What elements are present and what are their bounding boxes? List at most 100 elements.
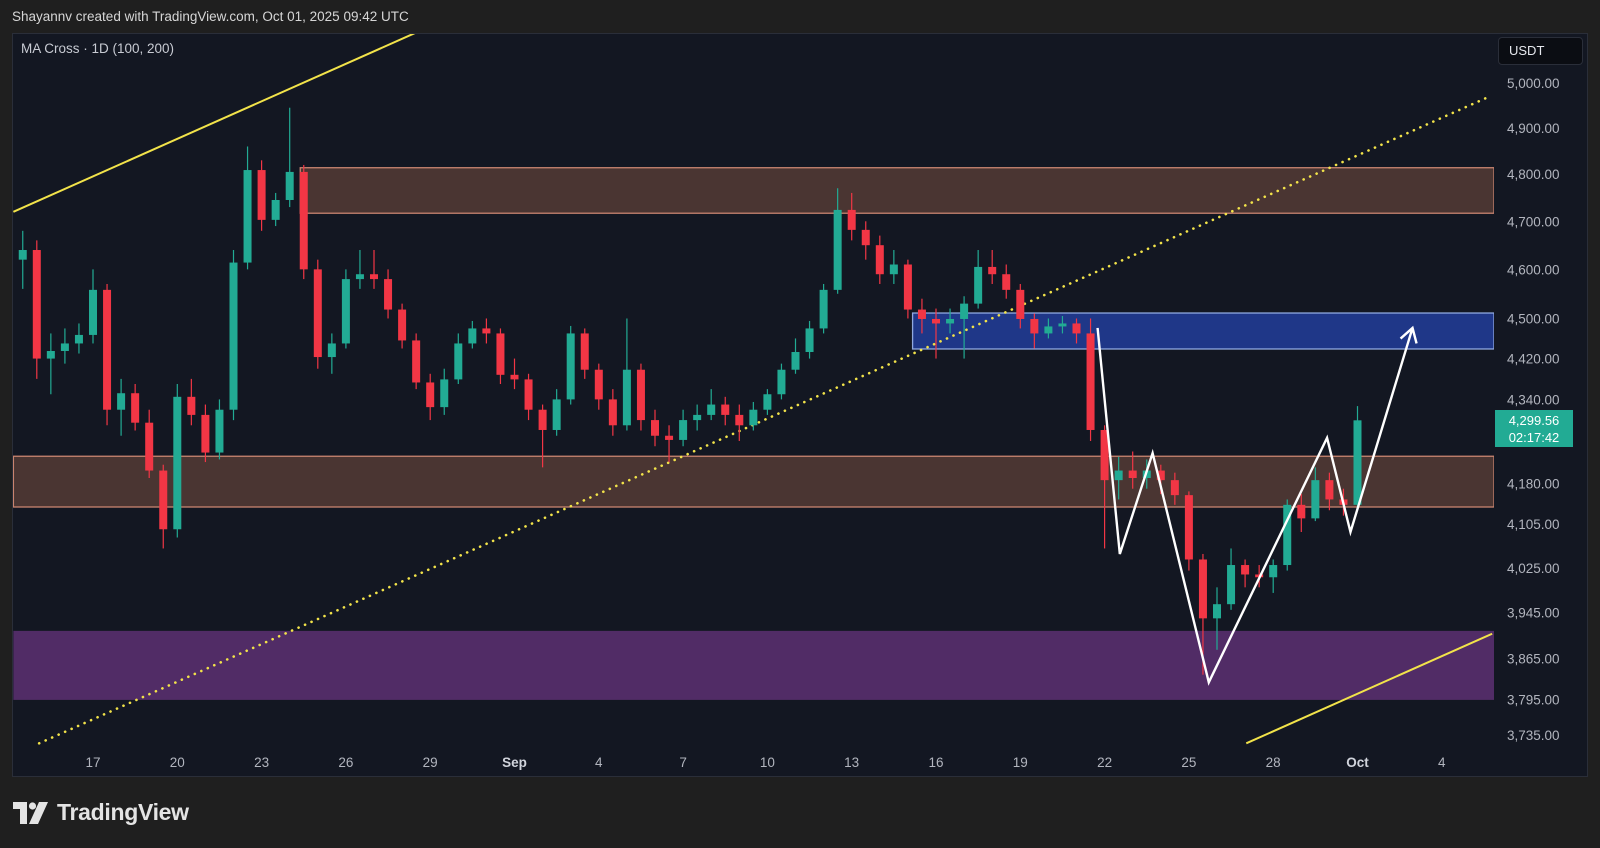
candle-body bbox=[1030, 318, 1039, 334]
candle-body bbox=[594, 369, 603, 400]
candle bbox=[215, 399, 224, 460]
x-axis-tick-label: 4 bbox=[1438, 755, 1446, 770]
candle-body bbox=[805, 328, 814, 353]
candle bbox=[257, 160, 266, 231]
x-axis-tick-label: 10 bbox=[760, 755, 775, 770]
support-zone-middle[interactable] bbox=[13, 455, 1494, 508]
x-axis-tick-label: 16 bbox=[928, 755, 943, 770]
candle-body bbox=[1156, 470, 1165, 481]
candle bbox=[341, 269, 350, 349]
candle-body bbox=[1044, 326, 1053, 334]
support-zone-purple[interactable] bbox=[13, 630, 1494, 700]
x-axis-tick-label: 28 bbox=[1266, 755, 1281, 770]
supply-zone-upper[interactable] bbox=[299, 167, 1494, 214]
candle-body bbox=[1128, 470, 1137, 479]
y-axis-tick-label: 3,945.00 bbox=[1507, 606, 1560, 621]
candle-body bbox=[1297, 504, 1306, 519]
candle bbox=[651, 409, 659, 447]
candle bbox=[1213, 587, 1221, 650]
candle-body bbox=[454, 343, 463, 380]
candle bbox=[608, 389, 617, 436]
candle-body bbox=[1072, 323, 1081, 334]
candle-body bbox=[229, 262, 238, 410]
candle-body bbox=[257, 170, 266, 220]
candle bbox=[426, 373, 435, 421]
candle bbox=[1016, 283, 1025, 329]
candle-body bbox=[5, 184, 13, 260]
candle-body bbox=[538, 409, 547, 430]
candle bbox=[693, 404, 702, 431]
candle bbox=[552, 389, 561, 436]
upper-channel-line[interactable] bbox=[13, 33, 416, 213]
candle bbox=[636, 363, 645, 431]
candle bbox=[622, 318, 631, 431]
candle-body bbox=[1100, 429, 1109, 481]
candle-body bbox=[1353, 420, 1362, 505]
candle bbox=[665, 425, 674, 463]
candle bbox=[468, 320, 477, 349]
candle-body bbox=[932, 318, 940, 324]
candle-body bbox=[861, 229, 870, 246]
candle bbox=[1311, 467, 1320, 522]
candle-body bbox=[1241, 565, 1250, 575]
currency-button[interactable]: USDT bbox=[1498, 37, 1583, 65]
candle-body bbox=[159, 470, 168, 530]
candle bbox=[496, 328, 505, 384]
candle-body bbox=[1198, 559, 1207, 619]
candle-body bbox=[1016, 289, 1025, 319]
candle-body bbox=[145, 422, 154, 471]
candle-body bbox=[721, 404, 730, 415]
candle bbox=[412, 333, 421, 390]
x-axis-tick-label: 4 bbox=[595, 755, 603, 770]
candle-body bbox=[285, 171, 294, 200]
x-axis-tick-label: 23 bbox=[254, 755, 269, 770]
candle-body bbox=[173, 396, 182, 530]
candle-body bbox=[819, 289, 828, 329]
last-price-label: 4,299.56 02:17:42 bbox=[1495, 410, 1573, 447]
candle bbox=[833, 188, 842, 294]
candle bbox=[510, 358, 519, 390]
candle-body bbox=[426, 382, 435, 408]
candle bbox=[735, 404, 744, 441]
y-axis-tick-label: 3,795.00 bbox=[1507, 692, 1560, 707]
chart-credit: Shayannv created with TradingView.com, O… bbox=[12, 9, 409, 24]
candle bbox=[159, 464, 168, 549]
candle bbox=[145, 409, 154, 479]
plot-area[interactable] bbox=[5, 33, 1494, 745]
candle bbox=[131, 383, 140, 431]
candle-body bbox=[889, 264, 898, 275]
candle bbox=[1283, 499, 1292, 571]
candle bbox=[370, 250, 378, 289]
candle bbox=[1170, 472, 1179, 505]
x-axis-tick-label: 22 bbox=[1097, 755, 1112, 770]
candle-body bbox=[777, 369, 786, 395]
demand-zone-blue[interactable] bbox=[911, 312, 1494, 350]
candle-body bbox=[1086, 333, 1095, 430]
candle bbox=[384, 269, 393, 319]
candle-body bbox=[355, 274, 364, 280]
candle-body bbox=[974, 266, 983, 304]
candle bbox=[5, 174, 13, 269]
y-axis-tick-label: 4,900.00 bbox=[1507, 121, 1560, 136]
candle bbox=[889, 250, 898, 284]
candle bbox=[229, 250, 238, 421]
candle-body bbox=[18, 250, 27, 260]
y-axis-tick-label: 4,800.00 bbox=[1507, 167, 1560, 182]
y-axis-tick-label: 4,500.00 bbox=[1507, 311, 1560, 326]
candle bbox=[18, 230, 27, 289]
candle-body bbox=[1269, 565, 1278, 578]
candle-body bbox=[496, 333, 505, 375]
candle bbox=[1184, 491, 1193, 571]
bar-countdown: 02:17:42 bbox=[1508, 430, 1560, 445]
candle-body bbox=[763, 394, 772, 410]
w-pattern-path[interactable] bbox=[1096, 327, 1414, 686]
lower-channel-line[interactable] bbox=[1245, 632, 1493, 745]
last-price-value: 4,299.56 bbox=[1508, 413, 1560, 428]
tradingview-logo[interactable]: TradingView bbox=[13, 799, 189, 826]
candle-body bbox=[749, 409, 758, 426]
candle bbox=[482, 318, 491, 344]
candle bbox=[1030, 313, 1039, 349]
candle bbox=[1044, 318, 1053, 339]
indicator-legend[interactable]: MA Cross · 1D (100, 200) bbox=[21, 41, 175, 56]
